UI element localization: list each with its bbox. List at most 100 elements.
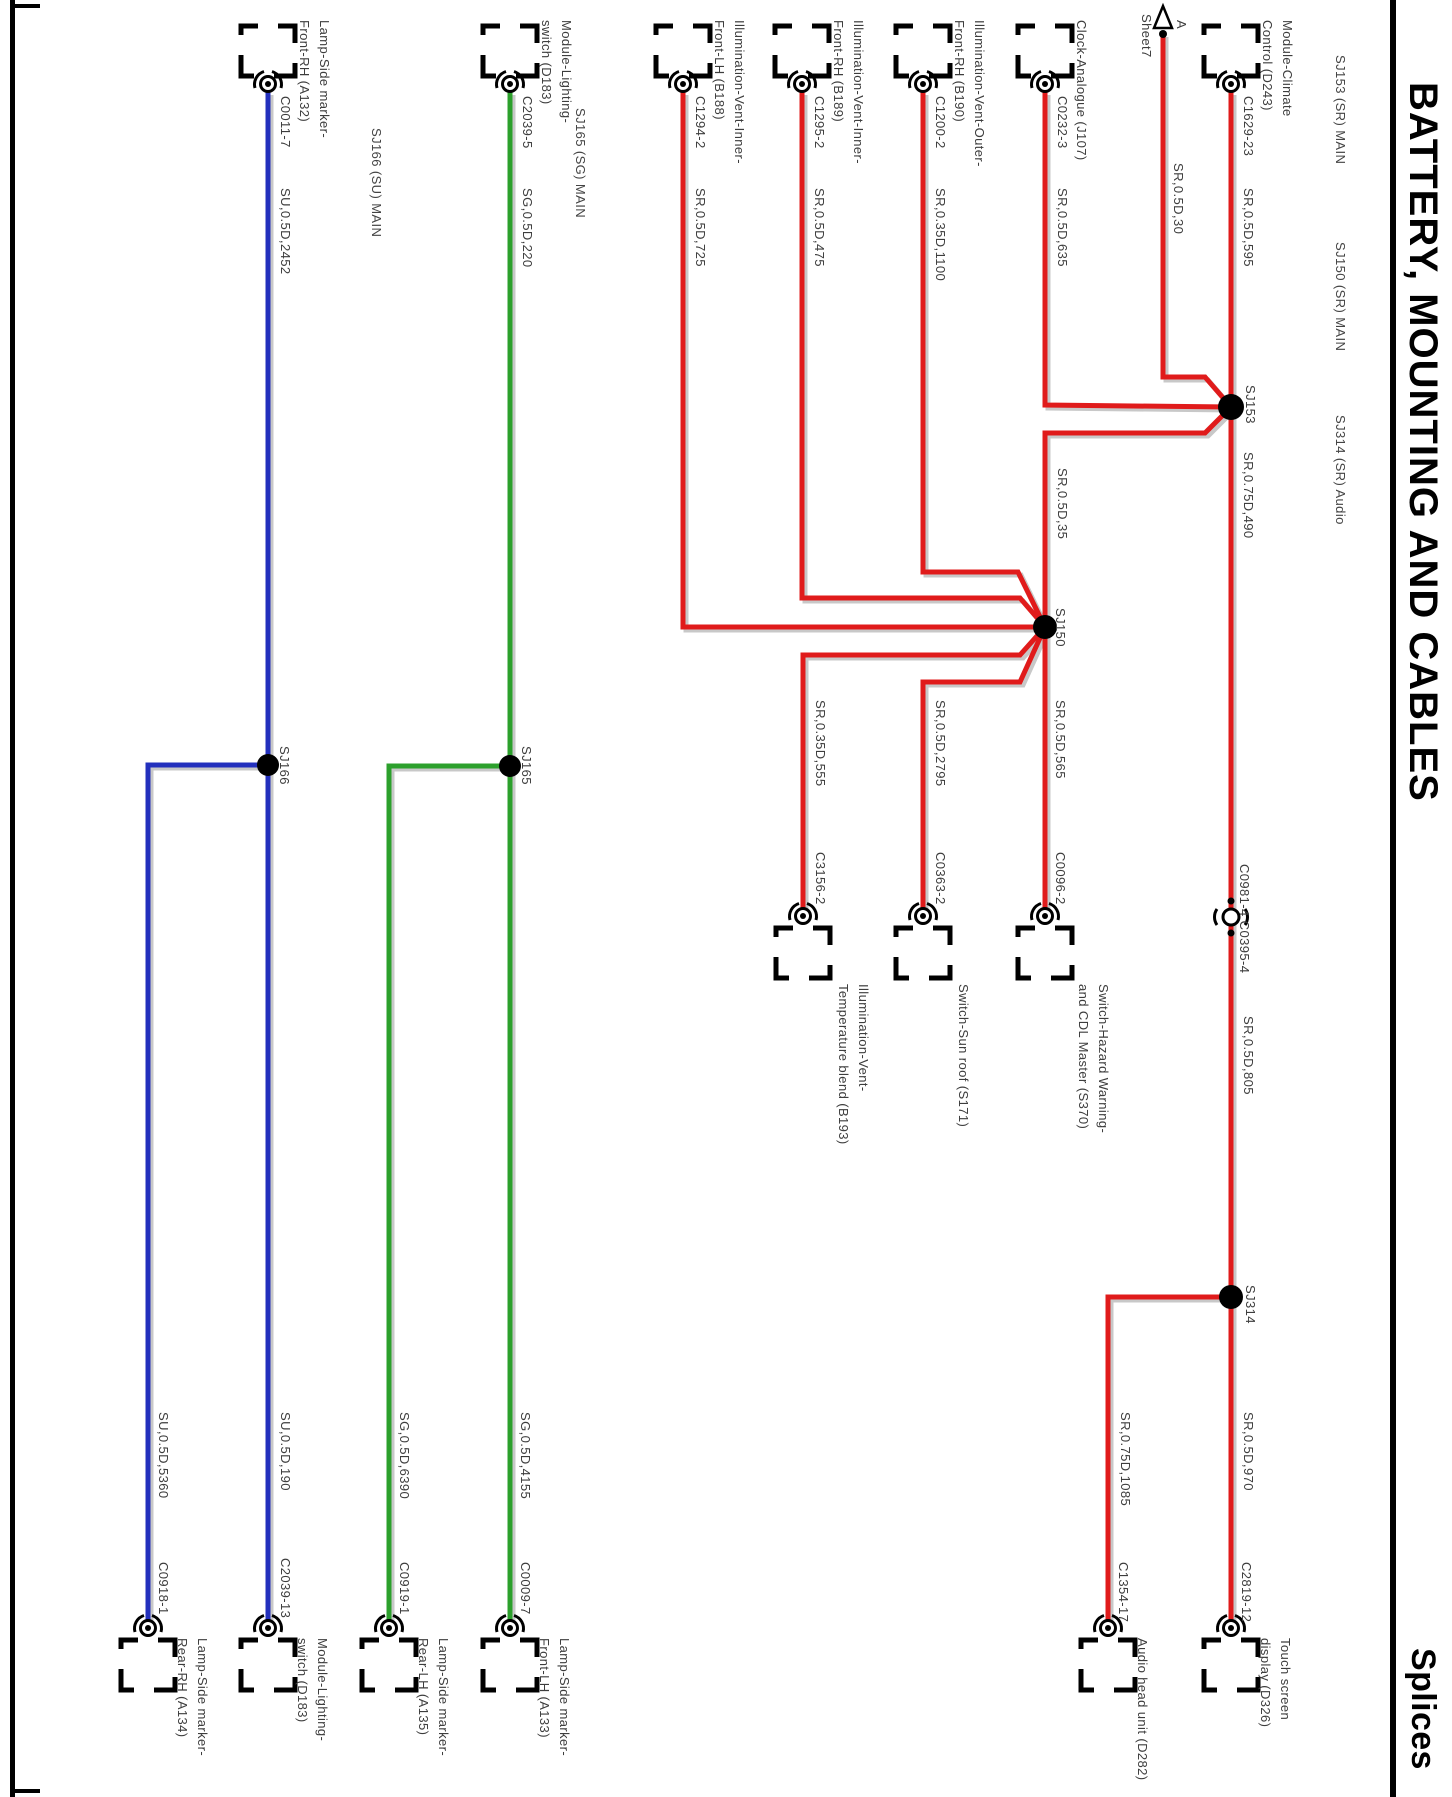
wire-label-a132: SU,0.5D,2452 — [278, 188, 293, 275]
connector-a134 — [118, 1614, 178, 1693]
component-label-b189: Illumination-Vent-Inner- Front-RH (B189) — [831, 20, 866, 164]
component-label-a134: Lamp-Side marker- Rear-RH (A134) — [175, 1638, 210, 1757]
pin-label-a132: C0011-7 — [278, 96, 293, 148]
connector-d326 — [1201, 1614, 1261, 1693]
component-label-a133: Lamp-Side marker- Front-LH (A133) — [537, 1638, 572, 1757]
component-label-j107: Clock-Analogue (J107) — [1074, 20, 1089, 161]
component-label-b188: Illumination-Vent-Inner- Front-LH (B188) — [712, 20, 747, 164]
wire-label-a134: SU,0.5D,5360 — [156, 1412, 171, 1499]
component-label-d326: Touch screen display (D326) — [1258, 1638, 1293, 1728]
pin-label-d183-top: C2039-5 — [520, 96, 535, 149]
wire-sj166-to-a134 — [145, 762, 268, 1620]
wire-sj314-to-d282 — [1105, 1294, 1231, 1620]
component-label-b190: Illumination-Vent-Outer- Front-RH (B190) — [952, 20, 987, 167]
component-label-d183-bottom: Module-Lighting- switch (D183) — [295, 1638, 330, 1742]
splice-label-sj150: SJ150 — [1053, 608, 1068, 647]
wire-label-b193: SR,0.35D,555 — [813, 700, 828, 787]
splice-label-sj165: SJ165 — [519, 746, 534, 785]
page-border-left — [10, 0, 15, 1797]
connector-b190 — [893, 23, 953, 93]
splice-label-sj166: SJ166 — [277, 746, 292, 785]
pin-label-b189: C1295-2 — [812, 96, 827, 149]
wire-b188-to-sj150 — [680, 92, 1045, 630]
offpage-arrow-label[interactable]: A — [1174, 20, 1189, 30]
splice-label-sj314: SJ314 — [1243, 1285, 1258, 1324]
connector-a133 — [480, 1614, 540, 1693]
component-label-a132: Lamp-Side marker- Front-RH (A132) — [297, 20, 332, 139]
pin-label-b190: C1200-2 — [933, 96, 948, 149]
pin-label-d243: C1629-23 — [1241, 96, 1256, 157]
wire-sj165-to-a135 — [386, 763, 510, 1620]
header-sj150: SJ150 (SR) MAIN — [1333, 242, 1348, 352]
wire-label-a133: SG,0.5D,4155 — [518, 1412, 533, 1500]
component-label-d243: Module-Climate Control (D243) — [1260, 20, 1295, 117]
header-sj314: SJ314 (SR) Audio — [1333, 415, 1348, 525]
pin-label-j107: C0232-3 — [1055, 96, 1070, 149]
wire-label-d183-bottom: SU,0.5D,190 — [278, 1412, 293, 1491]
connector-s370 — [1015, 902, 1075, 981]
title-separator-bar — [1390, 0, 1396, 1797]
splice-dot-sj153 — [1218, 394, 1244, 420]
wire-label-j107: SR,0.5D,635 — [1055, 188, 1070, 267]
offpage-sheet-label[interactable]: Sheet7 — [1139, 14, 1154, 58]
connector-d243 — [1201, 23, 1261, 93]
pin-label-b188: C1294-2 — [693, 96, 708, 149]
wire-label-sr805: SR,0.5D,805 — [1241, 1016, 1256, 1095]
connector-b189 — [772, 23, 832, 93]
component-label-s370: Switch-Hazard Warning- and CDL Master (S… — [1076, 984, 1111, 1134]
pin-label-d282: C1354-17 — [1116, 1562, 1131, 1623]
connector-a135 — [359, 1614, 419, 1693]
connector-b193 — [773, 902, 833, 981]
pin-label-d183-bottom: C2039-13 — [278, 1558, 293, 1619]
pin-label-d326: C2819-12 — [1239, 1562, 1254, 1623]
inline-connector-c0981-c0395 — [1212, 897, 1250, 937]
wire-sj153-to-sj150 — [1042, 405, 1233, 627]
header-sj165: SJ165 (SG) MAIN — [573, 108, 588, 219]
wire-label-a135: SG,0.5D,6390 — [397, 1412, 412, 1500]
wire-sj150-to-s171 — [920, 625, 1048, 908]
connector-j107 — [1015, 23, 1075, 93]
connector-d183-bottom — [238, 1614, 298, 1693]
wire-label-s171: SR,0.5D,2795 — [933, 700, 948, 787]
header-sj166: SJ166 (SU) MAIN — [369, 128, 384, 238]
offpage-arrow-node — [1159, 30, 1167, 38]
splice-dot-sj314 — [1219, 1285, 1243, 1309]
wire-label-d183-top: SG,0.5D,220 — [520, 188, 535, 268]
wire-label-b189: SR,0.5D,475 — [812, 188, 827, 267]
wire-label-s370: SR,0.5D,565 — [1053, 700, 1068, 779]
offpage-arrow-icon[interactable] — [1152, 2, 1174, 30]
pin-label-s171: C0363-2 — [933, 852, 948, 905]
component-label-s171: Switch-Sun roof (S171) — [956, 984, 971, 1128]
component-label-b193: Illumination-Vent- Temperature blend (B1… — [836, 984, 871, 1145]
wire-label-d243: SR,0.5D,595 — [1241, 188, 1256, 267]
wire-b189-to-sj150 — [799, 92, 1047, 629]
wire-label-sr1085: SR,0.75D,1085 — [1118, 1412, 1133, 1507]
splice-dot-sj150 — [1033, 615, 1057, 639]
pin-label-a134: C0918-1 — [156, 1562, 171, 1615]
component-label-d183-top: Module-Lighting- switch (D183) — [539, 20, 574, 124]
wire-b190-to-sj150 — [920, 92, 1048, 629]
component-label-d282: Audio head unit (D282) — [1135, 1638, 1150, 1781]
connector-b188 — [653, 23, 713, 93]
page-border-tick-top — [10, 4, 40, 8]
splice-dot-sj166 — [257, 754, 279, 776]
wire-j107-to-sj153 — [1042, 92, 1232, 410]
wire-label-sr490: SR,0.75D,490 — [1241, 452, 1256, 539]
section-label: Splices — [1404, 1648, 1442, 1770]
header-sj153: SJ153 (SR) MAIN — [1333, 55, 1348, 165]
wire-label-sr30: SR,0.5D,30 — [1171, 163, 1186, 235]
page-title: BATTERY, MOUNTING AND CABLES — [1401, 82, 1445, 802]
pin-label-b193: C3156-2 — [813, 852, 828, 905]
splice-label-sj153: SJ153 — [1243, 385, 1258, 424]
component-label-a135: Lamp-Side marker- Rear-LH (A135) — [416, 1638, 451, 1757]
connector-a132 — [238, 23, 298, 93]
wire-sheet7-to-sj153 — [1160, 34, 1233, 409]
inline-connector-label: C0981-4 C0395-4 — [1237, 864, 1252, 974]
wire-label-b188: SR,0.5D,725 — [693, 188, 708, 267]
pin-label-s370: C0096-2 — [1053, 852, 1068, 905]
connector-d183-top — [480, 23, 540, 93]
symbol-layer — [118, 2, 1261, 1693]
page-border-tick-bottom — [10, 1789, 40, 1793]
